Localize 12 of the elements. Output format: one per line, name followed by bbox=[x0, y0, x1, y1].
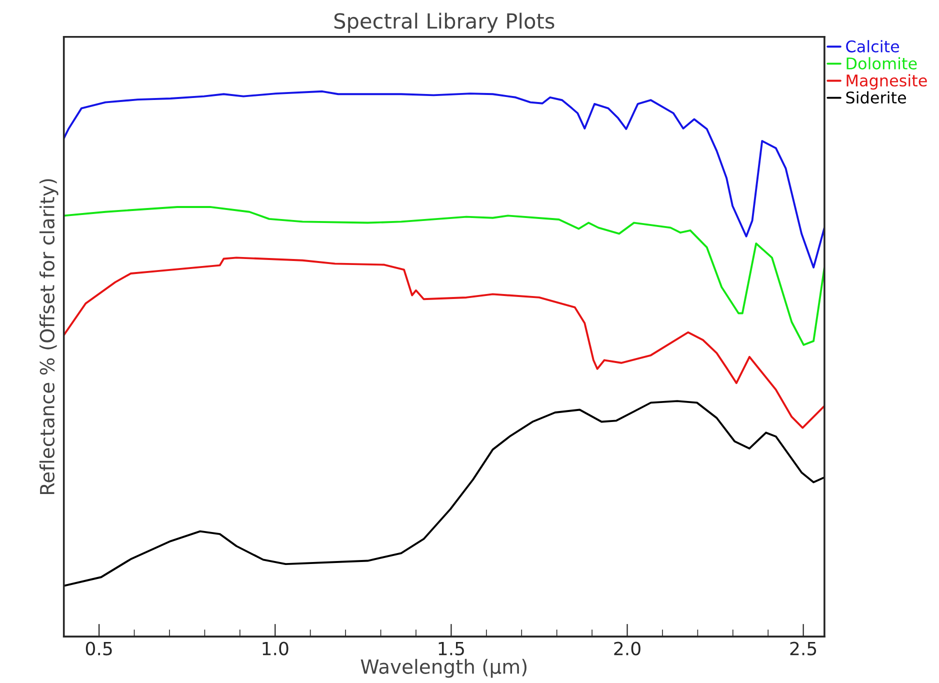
legend-label: Dolomite bbox=[846, 57, 917, 70]
x-tick-label: 1.0 bbox=[262, 642, 288, 656]
x-tick-label: 2.5 bbox=[790, 642, 816, 656]
legend-label: Calcite bbox=[846, 40, 900, 52]
x-tick-label: 0.5 bbox=[86, 642, 112, 656]
legend-label: Magnesite bbox=[846, 74, 927, 90]
y-axis-title: Reflectance % (Offset for clarity) bbox=[39, 179, 58, 494]
x-tick-label: 2.0 bbox=[614, 642, 640, 656]
x-tick-label: 1.5 bbox=[438, 642, 464, 656]
legend-label: Siderite bbox=[846, 91, 906, 104]
x-axis-title: Wavelength (μm) bbox=[360, 658, 526, 678]
chart-title: Spectral Library Plots bbox=[334, 12, 554, 33]
